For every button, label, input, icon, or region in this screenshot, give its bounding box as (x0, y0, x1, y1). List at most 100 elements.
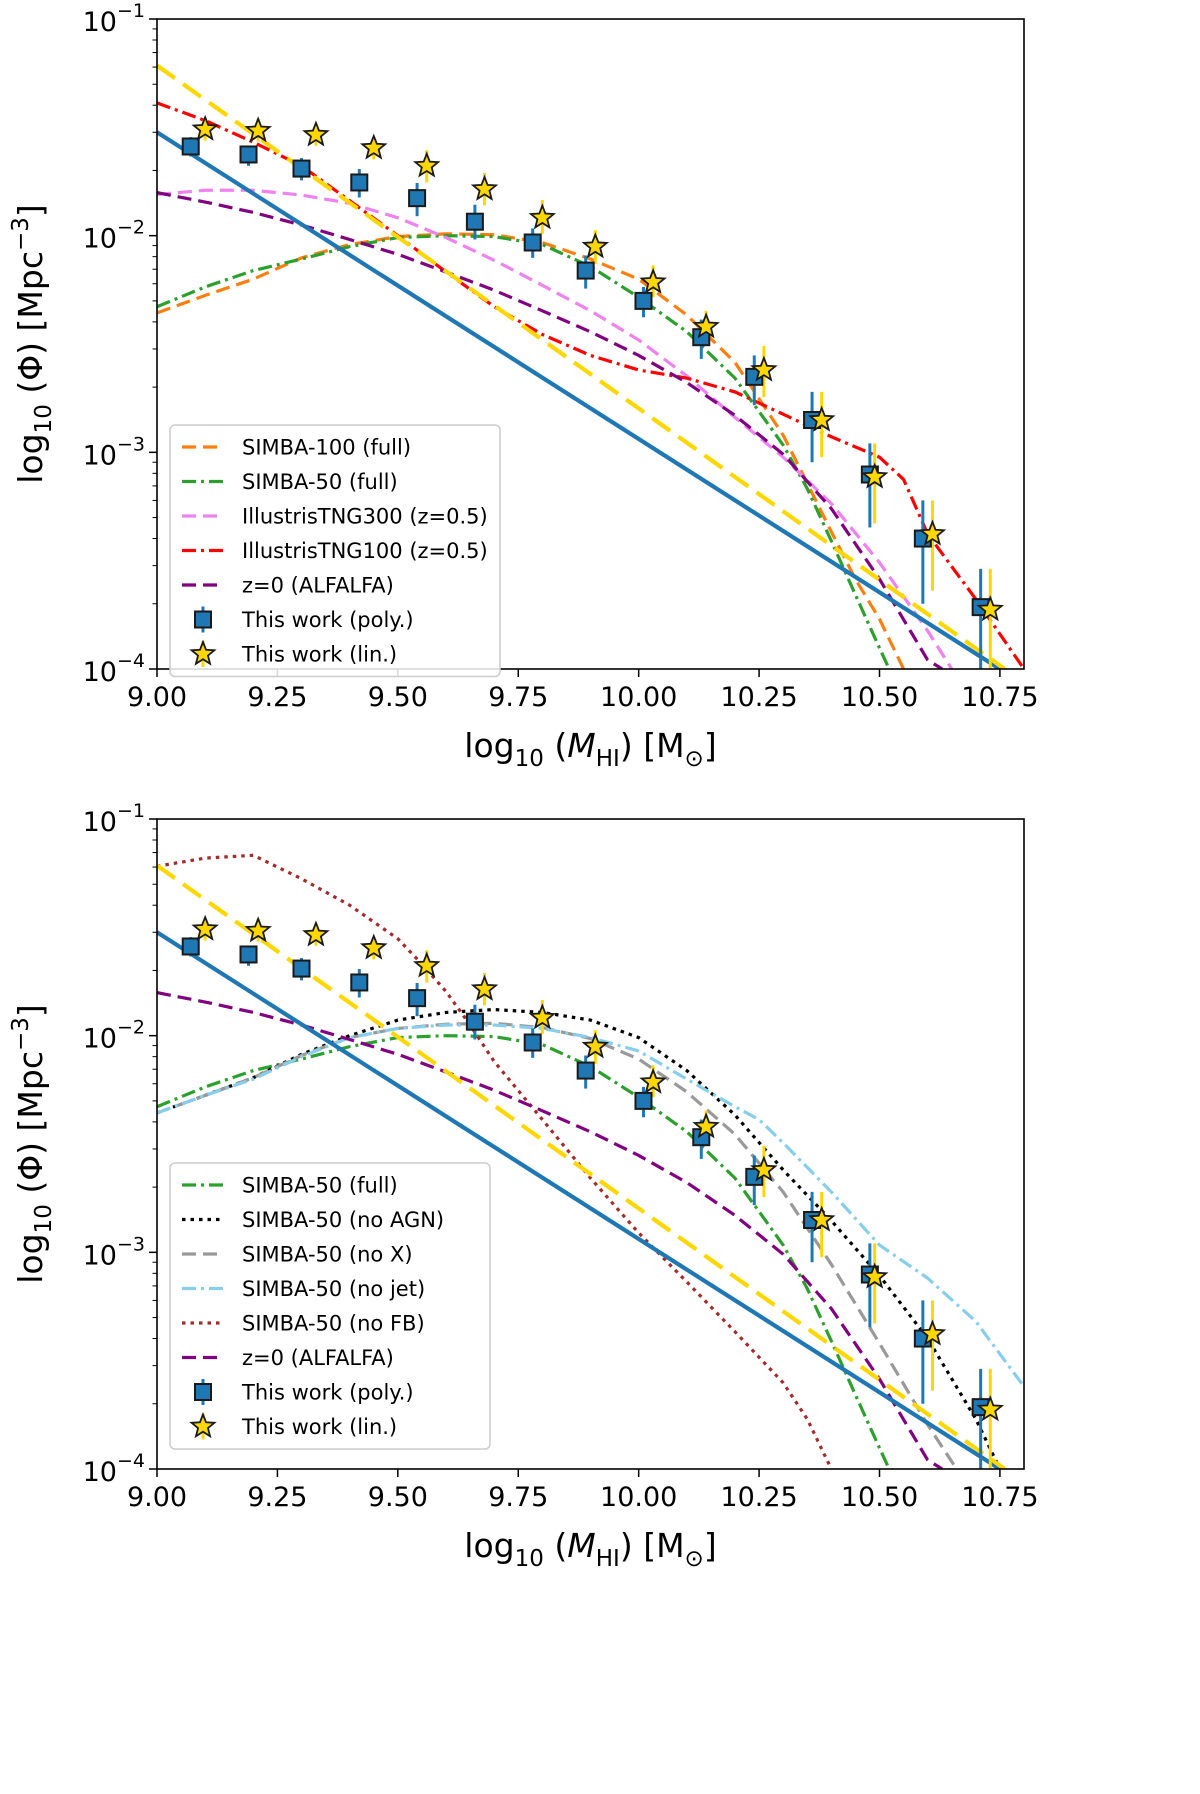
series-line-simba-50-no-jet (157, 1023, 1024, 1388)
series-line-z-0-alfalfa (157, 991, 943, 1469)
data-point-lin (750, 1155, 778, 1182)
plot-area (157, 853, 1024, 1469)
data-point-lin (191, 914, 219, 941)
series-line-simba-50-full (157, 234, 891, 669)
legend: SIMBA-50 (full) SIMBA-50 (no AGN) SIMBA-50… (169, 1162, 491, 1450)
series-line-simba-50-full (157, 1034, 891, 1469)
data-point-lin (976, 1395, 1005, 1422)
data-point-poly (181, 937, 200, 956)
data-point-lin (692, 312, 720, 339)
x-axis-label: log10 (MHI) [M⊙] (464, 726, 716, 772)
legend-entry: SIMBA-100 (full) (182, 436, 411, 460)
data-point-poly (292, 959, 311, 978)
y-tick-label: 10−3 (83, 433, 145, 471)
x-axis-label: log10 (MHI) [M⊙] (464, 1526, 716, 1572)
x-tick-label: 9.75 (488, 1482, 548, 1513)
x-tick-label: 10.50 (841, 682, 918, 713)
legend-entry: SIMBA-50 (no jet) (182, 1277, 425, 1301)
x-tick-label: 10.75 (961, 1482, 1038, 1513)
y-tick-label: 10−4 (83, 650, 145, 688)
y-axis-label: log10 (Φ) [Mpc−3] (8, 204, 57, 484)
legend-label: SIMBA-50 (no FB) (242, 1312, 425, 1336)
data-point-poly (465, 1012, 484, 1031)
y-tick-label: 10−1 (83, 0, 145, 38)
x-tick-label: 9.00 (127, 1482, 187, 1513)
x-tick-label: 10.25 (720, 1482, 797, 1513)
data-point-poly (576, 1061, 595, 1080)
data-point-poly (408, 189, 427, 208)
legend-label: This work (lin.) (241, 1415, 397, 1439)
legend-label: This work (poly.) (241, 1381, 414, 1405)
data-point-lin (807, 1205, 836, 1232)
data-point-poly (350, 973, 369, 992)
x-tick-label: 9.50 (368, 1482, 428, 1513)
y-axis-label: log10 (Φ) [Mpc−3] (8, 1004, 57, 1284)
data-point-lin (412, 151, 441, 178)
legend-label: IllustrisTNG300 (z=0.5) (242, 505, 488, 529)
data-point-lin (302, 920, 330, 947)
data-point-poly (239, 145, 258, 164)
series-line-simba-100-full (157, 232, 906, 669)
data-point-lin (692, 1112, 720, 1139)
y-tick-label: 10−3 (83, 1233, 145, 1271)
legend-entry: SIMBA-50 (no X) (182, 1243, 413, 1267)
data-point-lin (581, 1032, 610, 1059)
fit-line-poly-fit (157, 130, 1002, 669)
data-point-lin (918, 519, 947, 546)
data-point-lin (581, 232, 610, 259)
legend-label: IllustrisTNG100 (z=0.5) (242, 539, 488, 563)
data-point-lin (639, 1067, 667, 1094)
data-point-poly (523, 1033, 542, 1052)
data-point-lin (918, 1319, 947, 1346)
top-panel: 9.00 9.25 9.50 9.75 10.00 10.25 10.50 10.75 10−1… (8, 0, 1039, 772)
data-point-poly (523, 233, 542, 252)
data-point-poly (181, 137, 200, 156)
data-point-lin (860, 462, 889, 489)
x-tick-label: 9.25 (247, 1482, 307, 1513)
data-point-lin (191, 114, 219, 141)
axes-frame (156, 18, 1025, 670)
data-point-lin (244, 916, 272, 943)
y-tick-label: 10−4 (83, 1450, 145, 1488)
bottom-panel: 9.00 9.25 9.50 9.75 10.00 10.25 10.50 10.75 10−1… (8, 800, 1039, 1572)
x-tick-label: 9.00 (127, 682, 187, 713)
data-point-lin (528, 1003, 557, 1030)
legend-entry: SIMBA-50 (full) (182, 470, 398, 494)
legend-entry: SIMBA-50 (no FB) (182, 1312, 425, 1336)
legend-entry: IllustrisTNG300 (z=0.5) (182, 505, 488, 529)
legend-handle-square (194, 1383, 212, 1401)
data-point-lin (302, 120, 330, 147)
legend-box (169, 1162, 491, 1450)
legend-label: SIMBA-50 (no X) (242, 1243, 413, 1267)
series-line-illustristng300-z-0-5 (157, 188, 954, 669)
x-tick-label: 10.25 (720, 682, 797, 713)
data-point-poly (465, 212, 484, 231)
legend-entry: This work (lin.) (189, 639, 397, 667)
data-point-poly (350, 173, 369, 192)
legend-entry: This work (poly.) (194, 606, 414, 633)
legend-label: SIMBA-50 (full) (242, 1174, 398, 1198)
legend-label: SIMBA-50 (no jet) (242, 1277, 425, 1301)
series-line-z-0-alfalfa (157, 191, 943, 669)
data-point-lin (750, 355, 778, 382)
x-tick-label: 9.75 (488, 682, 548, 713)
y-tick-label: 10−1 (83, 800, 145, 838)
legend-label: This work (poly.) (241, 608, 414, 632)
legend-label: SIMBA-50 (full) (242, 470, 398, 494)
legend-entry: IllustrisTNG100 (z=0.5) (182, 539, 488, 563)
data-point-lin (470, 174, 499, 201)
data-point-lin (244, 116, 272, 143)
data-point-lin (412, 951, 441, 978)
x-tick-label: 10.00 (600, 682, 677, 713)
plot-area (157, 63, 1024, 669)
x-tick-label: 10.75 (961, 682, 1038, 713)
legend-entry: z=0 (ALFALFA) (182, 574, 394, 598)
x-tick-label: 9.25 (247, 682, 307, 713)
y-tick-label: 10−2 (83, 1017, 145, 1055)
data-point-poly (408, 989, 427, 1008)
legend-entry: SIMBA-50 (no AGN) (182, 1208, 444, 1232)
data-point-poly (292, 159, 311, 178)
data-point-lin (359, 133, 388, 160)
legend-handle-star (189, 639, 217, 666)
